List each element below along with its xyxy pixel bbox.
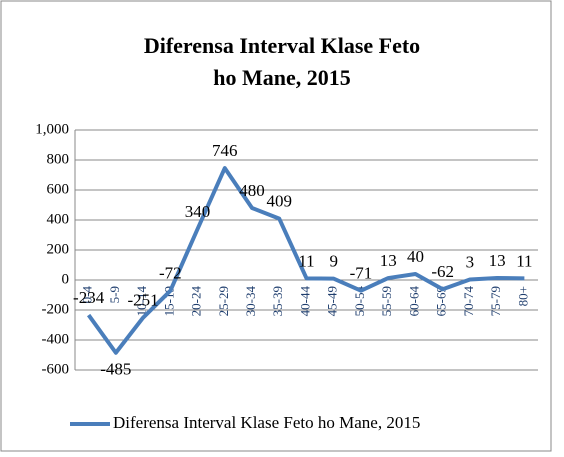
data-label: 409 xyxy=(267,192,293,211)
data-label: -251 xyxy=(128,291,159,310)
x-tick-label: 50-54 xyxy=(352,286,367,317)
data-label: 9 xyxy=(329,252,338,271)
data-label: -234 xyxy=(73,288,105,307)
data-label: 13 xyxy=(380,251,397,270)
y-tick-label: 1,000 xyxy=(35,121,69,137)
legend-label: Diferensa Interval Klase Feto ho Mane, 2… xyxy=(113,413,420,432)
x-tick-label: 70-74 xyxy=(461,286,476,317)
data-label: -72 xyxy=(159,264,182,283)
data-label: 11 xyxy=(516,251,532,270)
x-tick-label: 60-64 xyxy=(406,286,421,317)
x-tick-label: 65-69 xyxy=(434,286,449,316)
data-label: -71 xyxy=(350,264,373,283)
y-tick-label: 800 xyxy=(47,151,70,167)
x-tick-label: 55-59 xyxy=(379,286,394,316)
x-tick-label: 25-29 xyxy=(216,286,231,316)
data-label: 40 xyxy=(407,247,424,266)
x-tick-label: 35-39 xyxy=(270,286,285,316)
data-label: 3 xyxy=(466,252,475,271)
data-label: 340 xyxy=(185,202,211,221)
data-label: 480 xyxy=(239,181,265,200)
x-tick-label: 30-34 xyxy=(243,286,258,317)
x-tick-label: 75-79 xyxy=(488,286,503,316)
x-tick-label: 0-4 xyxy=(80,286,95,304)
x-tick-label: 20-24 xyxy=(189,286,204,317)
x-tick-label: 5-9 xyxy=(107,286,122,303)
x-tick-label: 80+ xyxy=(515,286,530,306)
data-label: -485 xyxy=(100,360,131,379)
data-label: 746 xyxy=(212,141,238,160)
y-tick-label: 200 xyxy=(47,241,70,257)
x-tick-label: 10-14 xyxy=(134,286,149,317)
data-label: -62 xyxy=(431,262,454,281)
x-tick-label: 40-44 xyxy=(297,286,312,317)
y-tick-label: 600 xyxy=(47,181,70,197)
y-tick-label: 0 xyxy=(62,271,70,287)
y-tick-label: -400 xyxy=(42,331,70,347)
y-tick-label: -200 xyxy=(42,301,70,317)
chart-title: Diferensa Interval Klase Feto ho Mane, 20… xyxy=(144,33,420,90)
data-label: 13 xyxy=(489,251,506,270)
data-label: 11 xyxy=(298,251,314,270)
x-tick-label: 45-49 xyxy=(325,286,340,316)
chart-border xyxy=(0,0,552,452)
y-tick-label: -600 xyxy=(42,361,70,377)
line-series xyxy=(86,166,525,355)
y-tick-label: 400 xyxy=(47,211,70,227)
